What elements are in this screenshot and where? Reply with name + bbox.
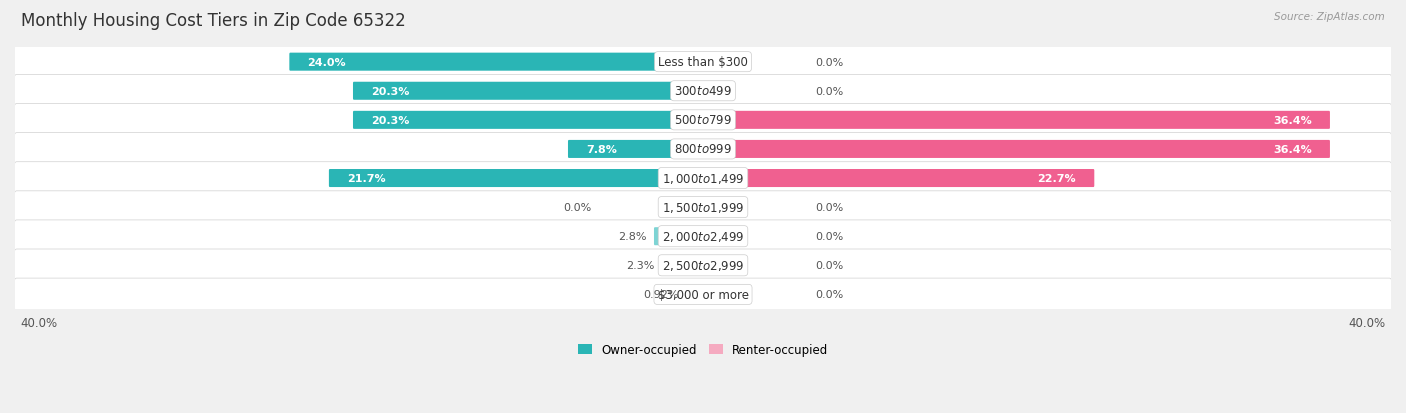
Text: $1,500 to $1,999: $1,500 to $1,999 [662,201,744,215]
Text: Source: ZipAtlas.com: Source: ZipAtlas.com [1274,12,1385,22]
Text: 0.0%: 0.0% [815,203,844,213]
Text: 0.0%: 0.0% [815,87,844,97]
FancyBboxPatch shape [702,170,1094,188]
FancyBboxPatch shape [654,228,704,246]
Text: 20.3%: 20.3% [371,87,409,97]
FancyBboxPatch shape [14,278,1392,311]
FancyBboxPatch shape [329,170,704,188]
FancyBboxPatch shape [353,83,704,100]
FancyBboxPatch shape [702,140,1330,159]
Text: $2,000 to $2,499: $2,000 to $2,499 [662,230,744,244]
Text: 2.8%: 2.8% [617,232,647,242]
Text: $3,000 or more: $3,000 or more [658,288,748,301]
FancyBboxPatch shape [686,286,704,304]
FancyBboxPatch shape [14,75,1392,108]
Text: 0.0%: 0.0% [815,232,844,242]
Text: 0.92%: 0.92% [643,290,679,300]
Text: 40.0%: 40.0% [20,316,58,330]
Text: 7.8%: 7.8% [586,145,617,154]
FancyBboxPatch shape [14,162,1392,195]
Text: 24.0%: 24.0% [308,57,346,67]
FancyBboxPatch shape [14,249,1392,282]
FancyBboxPatch shape [353,112,704,130]
Text: 0.0%: 0.0% [815,261,844,271]
Text: $500 to $799: $500 to $799 [673,114,733,127]
Legend: Owner-occupied, Renter-occupied: Owner-occupied, Renter-occupied [572,338,834,361]
Text: Monthly Housing Cost Tiers in Zip Code 65322: Monthly Housing Cost Tiers in Zip Code 6… [21,12,406,30]
Text: 2.3%: 2.3% [627,261,655,271]
FancyBboxPatch shape [662,256,704,275]
Text: 0.0%: 0.0% [815,290,844,300]
Text: 36.4%: 36.4% [1272,116,1312,126]
Text: 22.7%: 22.7% [1038,173,1076,184]
Text: $800 to $999: $800 to $999 [673,143,733,156]
Text: $1,000 to $1,499: $1,000 to $1,499 [662,172,744,185]
Text: 0.0%: 0.0% [562,203,591,213]
Text: 21.7%: 21.7% [347,173,385,184]
Text: Less than $300: Less than $300 [658,56,748,69]
FancyBboxPatch shape [14,104,1392,137]
Text: 0.0%: 0.0% [815,57,844,67]
Text: 20.3%: 20.3% [371,116,409,126]
Text: $300 to $499: $300 to $499 [673,85,733,98]
FancyBboxPatch shape [568,140,704,159]
FancyBboxPatch shape [14,191,1392,224]
FancyBboxPatch shape [14,133,1392,166]
Text: 36.4%: 36.4% [1272,145,1312,154]
FancyBboxPatch shape [702,112,1330,130]
Text: 40.0%: 40.0% [1348,316,1386,330]
FancyBboxPatch shape [290,54,704,71]
FancyBboxPatch shape [14,46,1392,79]
FancyBboxPatch shape [14,221,1392,253]
Text: $2,500 to $2,999: $2,500 to $2,999 [662,259,744,273]
